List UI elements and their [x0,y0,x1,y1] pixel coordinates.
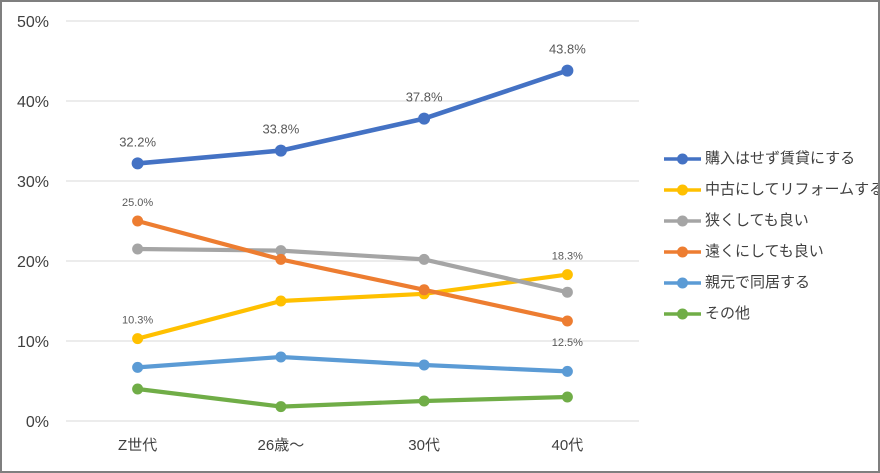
legend-marker-icon [664,246,701,257]
legend-marker-icon [664,215,701,226]
data-point-label: 12.5% [552,337,583,349]
data-point-label: 37.8% [406,90,443,105]
legend-item: 中古にしてリフォームする [663,179,880,200]
chart-legend: 購入はせず賃貸にする中古にしてリフォームする 狭くしても良い 遠くにしても良い 親元で… [663,148,880,324]
data-point-marker [418,395,430,407]
y-axis-tick-label: 20% [17,254,49,271]
y-axis-tick-label: 10% [17,334,49,351]
legend-item: 購入はせず賃貸にする [663,148,878,169]
legend-label: その他 [705,305,751,322]
x-axis-category-label: 40代 [552,437,584,454]
data-point-marker [131,157,144,170]
legend-label: 遠くにしても良い [705,243,824,260]
legend-marker-icon [664,184,701,195]
legend-label: 購入はせず賃貸にする [705,150,856,167]
series-line [135,386,570,409]
y-axis-tick-label: 50% [17,14,49,31]
data-point-label: 25.0% [122,197,153,209]
series-line [135,354,570,374]
data-point-marker [561,315,573,327]
series-line [135,218,570,324]
data-point-label: 33.8% [262,122,299,137]
data-point-label: 32.2% [119,134,156,149]
legend-item: その他 [663,303,878,324]
data-point-marker [561,391,573,403]
x-axis-category-label: Z世代 [118,437,157,454]
legend-item: 遠くにしても良い [663,241,878,262]
data-point-marker [132,333,144,345]
legend-label: 親元で同居する [705,274,811,291]
data-point-marker [561,64,574,77]
series-line [135,272,570,341]
data-point-marker [418,359,430,371]
legend-marker-icon [664,153,701,164]
data-point-label: 43.8% [549,42,586,57]
y-axis-tick-label: 30% [17,174,49,191]
data-point-marker [561,269,573,281]
legend-marker-icon [664,277,701,288]
data-point-label: 18.3% [552,251,583,263]
y-axis-tick-label: 40% [17,94,49,111]
x-axis-category-label: 30代 [408,437,440,454]
series-line [135,246,570,295]
x-axis-category-label: 26歳～ [258,437,305,454]
data-point-marker [275,351,287,363]
data-point-marker [274,144,287,157]
data-point-marker [418,112,431,125]
data-point-marker [132,383,144,395]
data-point-marker [561,286,573,298]
y-axis-tick-label: 0% [26,414,49,431]
data-point-marker [418,284,430,296]
data-point-marker [418,253,430,265]
legend-item: 狭くしても良い [663,210,878,231]
data-point-marker [275,295,287,307]
series-line [135,68,570,166]
legend-label: 中古にしてリフォームする [705,181,880,198]
legend-label: 狭くしても良い [705,212,809,229]
data-point-marker [561,365,573,377]
data-point-marker [132,361,144,373]
data-point-marker [275,401,287,413]
legend-item: 親元で同居する [663,272,878,293]
data-point-marker [275,253,287,265]
data-point-label: 10.3% [122,315,153,327]
legend-marker-icon [664,308,701,319]
data-point-marker [132,215,144,227]
data-point-marker [132,243,144,255]
data-point-marker [275,245,287,257]
